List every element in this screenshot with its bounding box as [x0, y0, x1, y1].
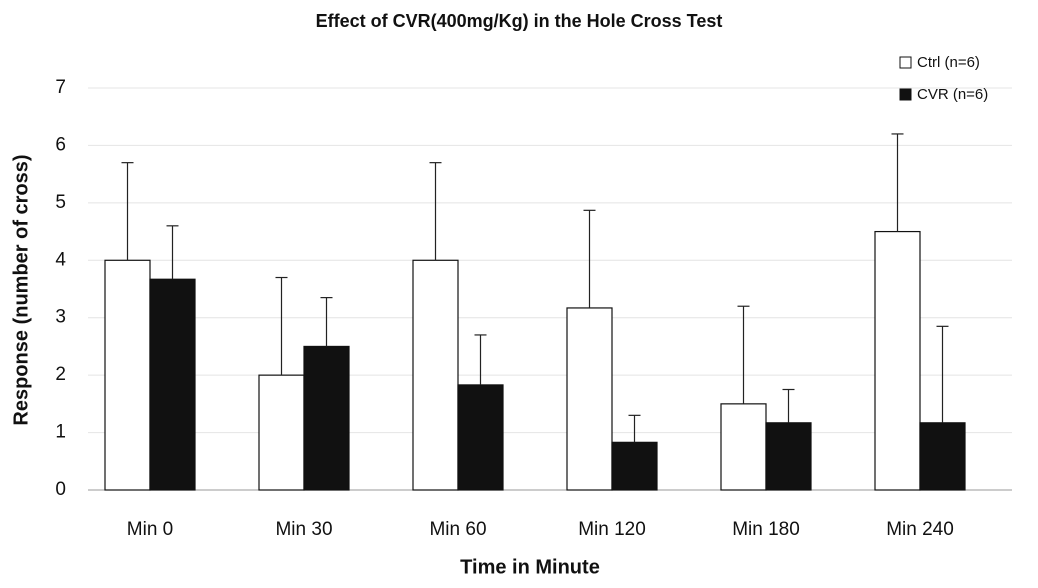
y-tick-label: 4: [55, 249, 66, 270]
bar: [720, 403, 767, 491]
bar: [765, 422, 812, 491]
bar: [412, 259, 459, 491]
y-tick-label: 3: [55, 307, 66, 328]
bar: [566, 307, 613, 491]
bar: [258, 374, 305, 491]
bar: [303, 345, 350, 491]
legend-swatch: [899, 56, 912, 69]
y-axis-label: Response (number of cross): [10, 154, 32, 425]
x-tick-label: Min 60: [429, 519, 486, 540]
x-tick-label: Min 120: [578, 519, 646, 540]
legend-label: CVR (n=6): [917, 86, 988, 103]
x-tick-label: Min 240: [886, 519, 954, 540]
legend-swatch: [899, 88, 912, 101]
chart-title: Effect of CVR(400mg/Kg) in the Hole Cros…: [316, 11, 723, 31]
x-axis-label: Time in Minute: [460, 556, 600, 578]
bar: [457, 384, 504, 491]
x-tick-label: Min 30: [275, 519, 332, 540]
bar: [104, 259, 151, 491]
bar: [149, 278, 196, 491]
y-tick-label: 6: [55, 134, 66, 155]
y-tick-label: 1: [55, 422, 66, 443]
y-tick-label: 5: [55, 192, 66, 213]
x-tick-label: Min 180: [732, 519, 800, 540]
bar: [874, 230, 921, 491]
bar: [919, 422, 966, 491]
bar: [611, 441, 658, 491]
y-tick-label: 2: [55, 364, 66, 385]
x-tick-label: Min 0: [127, 519, 173, 540]
y-tick-label: 7: [55, 77, 66, 98]
legend-label: Ctrl (n=6): [917, 54, 980, 71]
y-tick-label: 0: [55, 479, 66, 500]
